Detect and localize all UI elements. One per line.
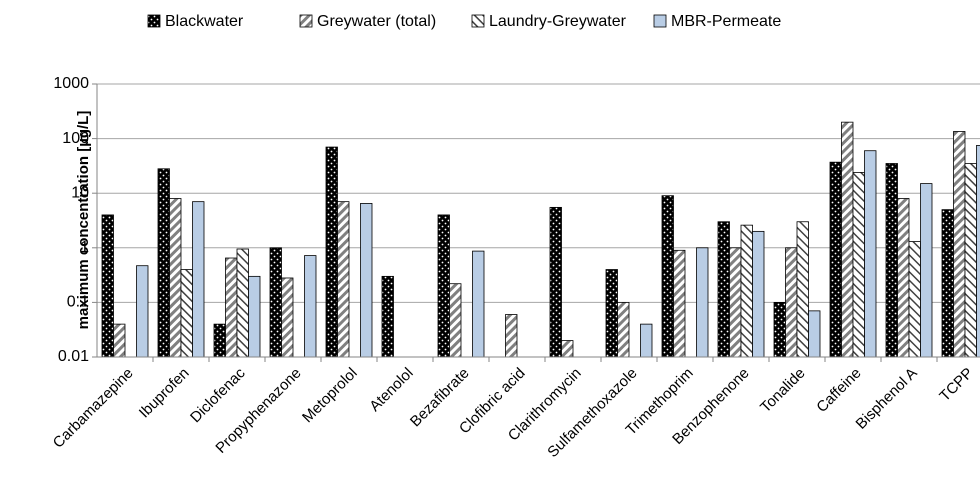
legend-label: Laundry-Greywater <box>489 13 627 30</box>
bar <box>269 247 282 358</box>
bar <box>561 340 574 358</box>
bar <box>281 277 294 358</box>
y-axis-label: maximum concentration [µg/L] <box>75 111 92 330</box>
bar <box>225 257 238 358</box>
bar <box>941 209 954 358</box>
y-tick-label: 1 <box>80 239 89 256</box>
bar <box>472 250 485 358</box>
bar <box>169 198 182 358</box>
legend-swatch <box>299 14 313 28</box>
bar <box>437 214 450 358</box>
bar <box>360 203 373 358</box>
bar <box>236 248 249 358</box>
bar <box>113 323 126 358</box>
x-tick-label: TCPP <box>936 365 976 405</box>
bar <box>337 201 350 358</box>
bar <box>808 310 821 358</box>
bar <box>908 241 921 358</box>
bar <box>885 163 898 358</box>
bar <box>773 301 786 358</box>
y-tick-label: 100 <box>62 130 89 147</box>
bar <box>325 146 338 358</box>
bar <box>101 214 114 358</box>
y-tick-label: 0.01 <box>58 348 89 365</box>
bar <box>381 275 394 358</box>
legend-swatch <box>471 14 485 28</box>
legend-label: Greywater (total) <box>317 13 436 30</box>
bar <box>696 247 709 358</box>
x-tick-label: Atenolol <box>366 365 416 415</box>
x-tick-label: Ibuprofen <box>136 365 193 422</box>
y-tick-label: 0.1 <box>67 294 89 311</box>
bar <box>549 206 562 358</box>
bar <box>157 168 170 358</box>
bar <box>740 224 753 358</box>
bar <box>841 121 854 358</box>
y-tick-label: 1000 <box>53 75 89 92</box>
bar <box>304 255 317 358</box>
bar <box>785 247 798 358</box>
x-tick-label: Carbamazepine <box>50 365 137 452</box>
bar <box>248 275 261 358</box>
legend-swatch <box>147 14 161 28</box>
bar <box>180 269 193 358</box>
bar <box>213 323 226 358</box>
bar <box>640 323 653 358</box>
bar <box>136 265 149 358</box>
legend-label: Blackwater <box>165 13 244 30</box>
bar <box>505 314 518 358</box>
bar <box>920 183 933 358</box>
bar <box>605 269 618 358</box>
y-tick-label: 10 <box>71 184 89 201</box>
bar <box>192 201 205 358</box>
bar <box>964 163 977 358</box>
bar <box>976 145 980 358</box>
bar <box>752 230 765 358</box>
bar <box>617 301 630 358</box>
bar <box>796 221 809 358</box>
x-tick-label: Metoprolol <box>299 365 361 427</box>
bar <box>661 195 674 358</box>
x-tick-label: Tonalide <box>757 365 809 417</box>
x-tick-label: Caffeine <box>813 365 864 416</box>
bar <box>897 198 910 358</box>
bar <box>717 221 730 358</box>
bar <box>673 249 686 358</box>
legend-swatch <box>653 14 667 28</box>
bar <box>829 161 842 358</box>
bar <box>729 247 742 358</box>
legend-label: MBR-Permeate <box>671 13 781 30</box>
bar <box>449 283 462 358</box>
bar <box>864 150 877 358</box>
bar <box>852 172 865 358</box>
bar <box>953 131 966 358</box>
